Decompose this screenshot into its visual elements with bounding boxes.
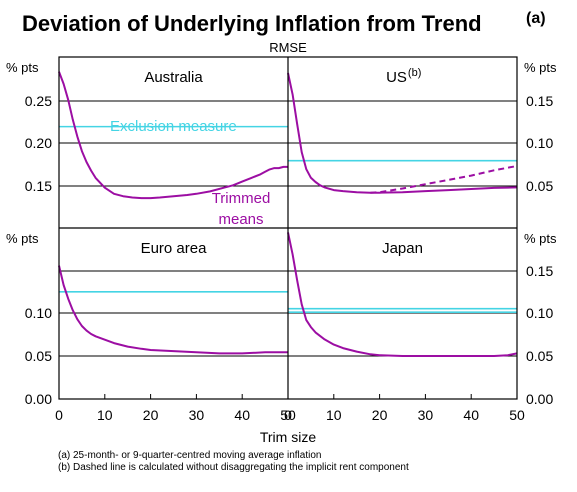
panel-title-japan: Japan xyxy=(382,240,423,257)
chart-title-superscript: (a) xyxy=(526,10,546,27)
series-line-us-0 xyxy=(287,72,518,194)
y-tick-label-left-lower-0: 0.10 xyxy=(25,305,52,321)
panel-title-sup-us: (b) xyxy=(408,67,421,79)
x-tick-label-right-0: 0 xyxy=(284,407,292,423)
y-tick-label-left-lower-1: 0.05 xyxy=(25,348,52,364)
x-tick-label-left-50: 50 xyxy=(280,407,296,423)
series-line-euro_area-0 xyxy=(58,265,288,355)
y-tick-label-right-upper-0: 0.15 xyxy=(526,93,553,109)
footnote-a: (a) 25-month- or 9-quarter-centred movin… xyxy=(58,450,321,461)
series-line-australia-0 xyxy=(58,71,288,200)
y-tick-label-right-upper-1: 0.10 xyxy=(526,135,553,151)
x-tick-label-left-0: 0 xyxy=(55,407,63,423)
series-line-us-dashed xyxy=(370,165,518,194)
panel-title-us: US xyxy=(386,69,407,86)
y-tick-label-right-upper-2: 0.05 xyxy=(526,178,553,194)
y-tick-label-right-lower-0: 0.15 xyxy=(526,263,553,279)
y-tick-label-right-lower-3: 0.00 xyxy=(526,391,553,407)
axis-labels: 0 0 10 10 20 20 30 30 40 40 50 50 0.25 0.20 0.15 0.15 0.… xyxy=(25,93,554,423)
trimmed-means-label-line2: means xyxy=(218,211,263,228)
exclusion-measure-label: Exclusion measure xyxy=(110,118,237,135)
x-tick-label-right-20: 20 xyxy=(372,407,388,423)
x-tick-label-right-40: 40 xyxy=(463,407,479,423)
right-unit-label-top: % pts xyxy=(524,60,557,75)
chart-title: Deviation of Underlying Inflation from T… xyxy=(22,11,482,36)
x-tick-label-left-10: 10 xyxy=(97,407,113,423)
y-tick-label-left-upper-1: 0.20 xyxy=(25,135,52,151)
panel-title-euro_area: Euro area xyxy=(141,240,208,257)
footnote-b: (b) Dashed line is calculated without di… xyxy=(58,462,409,473)
x-tick-label-right-10: 10 xyxy=(326,407,342,423)
left-unit-label-bottom: % pts xyxy=(6,231,39,246)
y-tick-label-left-upper-2: 0.15 xyxy=(25,178,52,194)
x-tick-label-left-20: 20 xyxy=(143,407,159,423)
y-tick-label-left-lower-2: 0.00 xyxy=(25,391,52,407)
right-unit-label-bottom: % pts xyxy=(524,231,557,246)
panel-title-australia: Australia xyxy=(144,69,203,86)
series-line-japan-0 xyxy=(287,232,518,357)
panels-group: Australia US (b) Euro area Japan xyxy=(58,56,518,400)
x-axis-label: Trim size xyxy=(260,429,316,445)
x-tick-label-right-30: 30 xyxy=(418,407,434,423)
x-tick-label-right-50: 50 xyxy=(509,407,525,423)
y-tick-label-right-lower-1: 0.10 xyxy=(526,305,553,321)
y-tick-label-right-lower-2: 0.05 xyxy=(526,348,553,364)
left-unit-label-top: % pts xyxy=(6,60,39,75)
x-tick-label-left-30: 30 xyxy=(189,407,205,423)
trimmed-means-label-line1: Trimmed xyxy=(212,190,271,207)
y-tick-label-left-upper-0: 0.25 xyxy=(25,93,52,109)
x-tick-label-left-40: 40 xyxy=(234,407,250,423)
chart-subtitle: RMSE xyxy=(269,40,307,55)
